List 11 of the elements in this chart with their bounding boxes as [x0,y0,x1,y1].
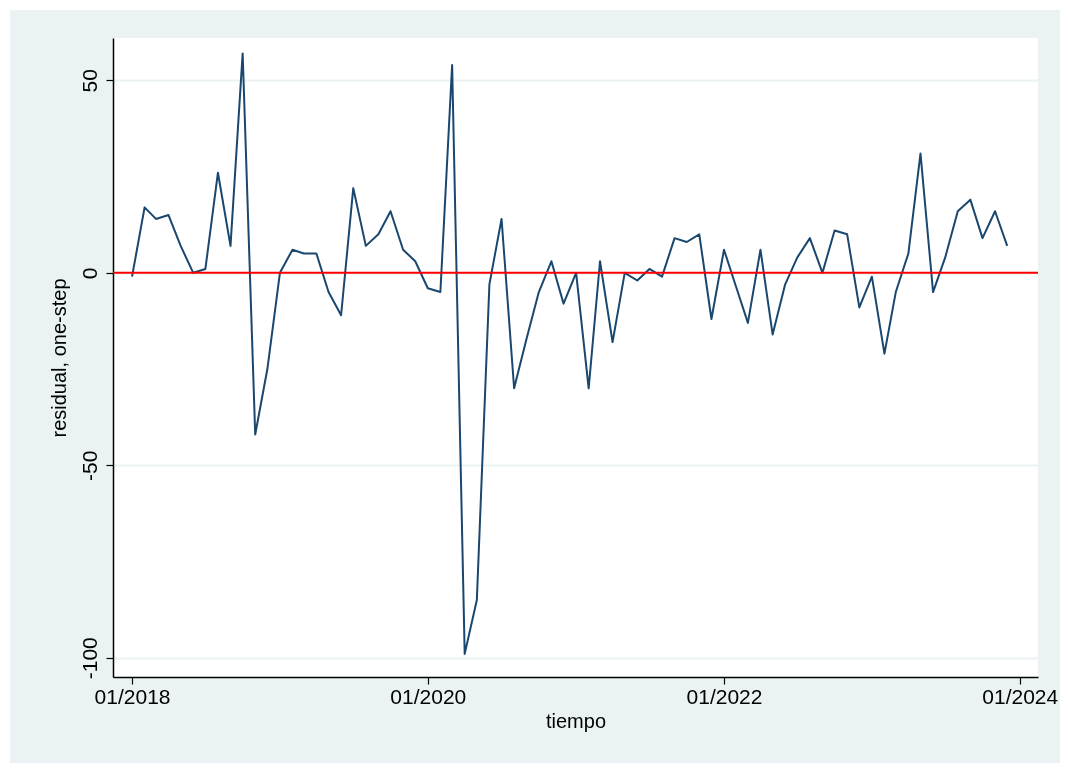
x-axis-title: tiempo [545,709,607,732]
y-tick-label: -100 [77,637,101,680]
y-tick-label: 50 [77,69,101,93]
y-axis-title: residual, one-step [47,278,70,438]
x-tick-label: 01/2018 [94,684,171,708]
y-tick-label: -50 [77,450,101,481]
y-tick-label: 0 [77,267,101,280]
x-tick-label: 01/2022 [686,684,763,708]
line-series [131,52,1009,655]
x-tick-label: 01/2020 [390,684,467,708]
x-tick-label: 01/2024 [982,684,1059,708]
